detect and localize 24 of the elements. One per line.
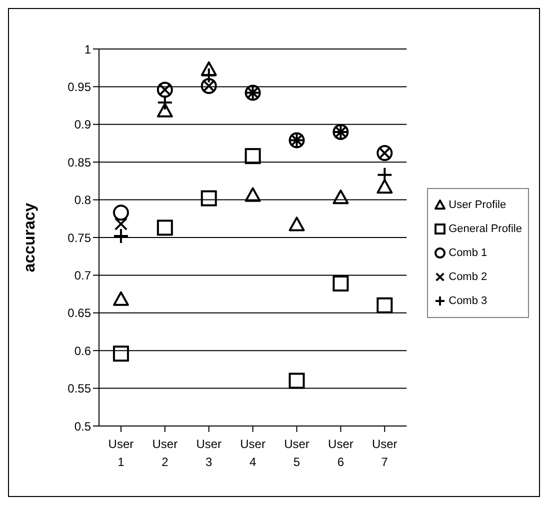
y-tick-label: 1 — [84, 42, 92, 56]
y-tick-label: 0.65 — [68, 306, 92, 320]
legend-label: User Profile — [448, 198, 506, 210]
legend-label: Comb 2 — [448, 270, 488, 282]
y-tick-label: 0.95 — [68, 80, 92, 94]
x-tick-label: User 4 — [240, 437, 266, 469]
y-tick-label: 0.5 — [74, 419, 92, 434]
x-tick-label: User 6 — [328, 437, 354, 469]
legend-label: General Profile — [448, 222, 522, 234]
x-tick-label: User 3 — [196, 437, 222, 469]
x-tick-label: User 5 — [284, 437, 310, 469]
y-axis-title: accuracy — [22, 202, 39, 272]
legend-label: Comb 3 — [448, 294, 488, 306]
x-tick-label: User 2 — [152, 437, 178, 469]
legend-label: Comb 1 — [448, 246, 488, 258]
y-tick-label: 0.55 — [68, 382, 92, 396]
x-tick-label: User 1 — [108, 437, 134, 469]
x-tick-label: User 7 — [372, 437, 398, 469]
y-tick-label: 0.9 — [74, 118, 92, 132]
y-tick-label: 0.85 — [68, 155, 92, 170]
y-tick-label: 0.6 — [74, 344, 92, 358]
y-tick-label: 0.8 — [74, 193, 92, 208]
y-tick-label: 0.75 — [68, 230, 92, 245]
y-tick-label: 0.7 — [74, 268, 92, 282]
